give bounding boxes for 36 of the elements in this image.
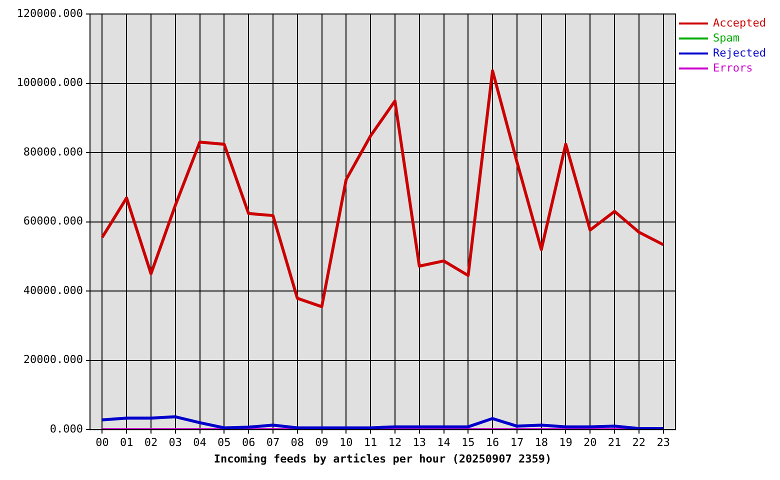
x-tick-label: 10 (340, 436, 353, 450)
x-tick-label: 15 (462, 436, 475, 450)
x-tick-label: 13 (412, 436, 426, 450)
y-tick-label: 120000.000 (16, 6, 83, 20)
x-tick-label: 08 (290, 436, 304, 450)
x-tick-label: 01 (120, 436, 134, 450)
y-tick-label: 40000.000 (23, 284, 83, 297)
legend-label: Errors (713, 61, 753, 74)
y-tick-label: 0.000 (50, 422, 83, 436)
x-tick-label: 02 (144, 436, 158, 450)
y-tick-label: 60000.000 (23, 214, 83, 228)
x-tick-label: 17 (510, 436, 524, 450)
y-tick-label: 20000.000 (23, 353, 83, 366)
x-tick-label: 14 (437, 436, 451, 450)
x-axis-title: Incoming feeds by articles per hour (20250907 2359) (214, 452, 552, 466)
x-tick-label: 18 (534, 436, 548, 450)
x-tick-label: 03 (168, 436, 182, 450)
y-tick-label: 100000.000 (16, 76, 83, 90)
legend-label: Rejected (713, 46, 766, 60)
x-tick-label: 12 (388, 436, 402, 450)
x-tick-label: 16 (486, 436, 500, 450)
x-tick-label: 11 (364, 436, 378, 450)
legend-label: Accepted (713, 16, 766, 30)
x-tick-label: 22 (632, 436, 646, 450)
x-tick-label: 20 (584, 436, 597, 450)
x-tick-label: 21 (608, 436, 622, 450)
legend-label: Spam (713, 31, 740, 44)
x-tick-label: 23 (656, 436, 670, 450)
x-tick-label: 00 (96, 436, 109, 450)
x-tick-label: 06 (242, 436, 256, 450)
x-tick-label: 19 (559, 436, 572, 450)
x-tick-label: 07 (266, 436, 280, 450)
x-tick-label: 04 (193, 436, 207, 450)
x-tick-label: 05 (218, 436, 231, 450)
x-tick-label: 09 (315, 436, 328, 450)
y-tick-label: 80000.000 (23, 145, 83, 158)
